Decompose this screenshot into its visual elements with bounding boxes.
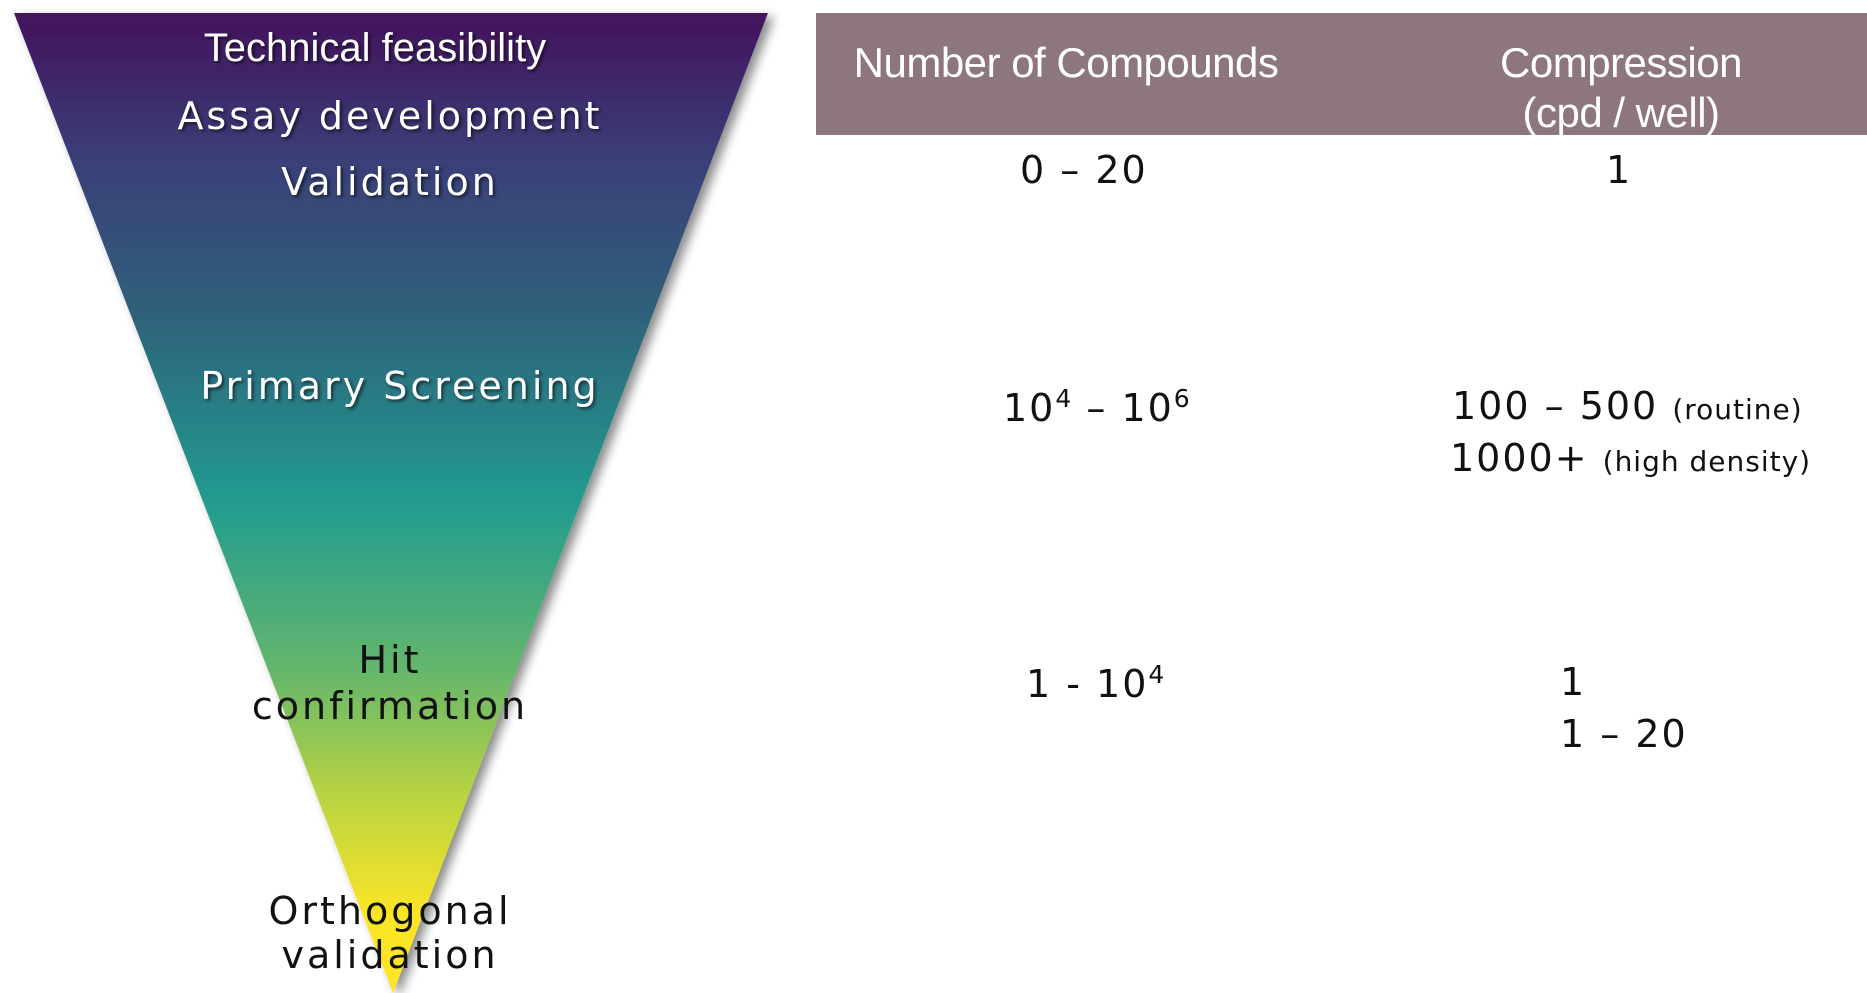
stage-hit-confirmation: Hit confirmation [200, 638, 580, 729]
hit-compounds-prefix: 1 - [1026, 662, 1097, 706]
primary-high-note: (high density) [1602, 445, 1812, 478]
primary-routine-value: 100 – 500 [1452, 384, 1659, 428]
stage-hit-confirmation-line2: confirmation [251, 683, 529, 728]
header-compression: Compression (cpd / well) [1396, 38, 1846, 138]
primary-compounds-exp1: 4 [1055, 384, 1073, 413]
hit-compounds-exp: 4 [1148, 660, 1166, 689]
primary-compounds-base1: 10 [1003, 386, 1056, 430]
primary-compounds-base2: 10 [1121, 386, 1174, 430]
stage-validation: Validation [281, 160, 499, 204]
row-hit-compounds: 1 - 104 [1026, 660, 1165, 706]
row-hit-compression-1: 1 [1560, 660, 1587, 704]
primary-compounds-exp2: 6 [1173, 384, 1191, 413]
primary-compounds-sep: – [1072, 386, 1122, 430]
header-compression-line2: (cpd / well) [1522, 89, 1720, 136]
row-primary-compounds: 104 – 106 [1003, 384, 1191, 430]
funnel-shape [14, 13, 768, 993]
stage-hit-confirmation-line1: Hit [358, 638, 422, 682]
stage-orthogonal-line2: validation [281, 932, 499, 977]
primary-routine-note: (routine) [1672, 393, 1803, 426]
header-number-of-compounds: Number of Compounds [853, 39, 1279, 86]
stage-orthogonal-validation: Orthogonal validation [190, 889, 590, 977]
row-primary-compression-high: 1000+ (high density) [1450, 436, 1811, 480]
primary-high-value: 1000+ [1450, 436, 1589, 480]
stage-assay-development: Assay development [177, 94, 603, 138]
header-compression-line1: Compression [1500, 39, 1742, 86]
stage-orthogonal-line1: Orthogonal [268, 889, 512, 933]
row-primary-compression-routine: 100 – 500 (routine) [1452, 384, 1803, 428]
stage-technical-feasibility: Technical feasibility [203, 26, 547, 70]
table-header: Number of Compounds Compression (cpd / w… [816, 13, 1867, 138]
stage-primary-screening: Primary Screening [200, 364, 600, 408]
row-validation-compounds: 0 – 20 [1020, 148, 1148, 192]
screening-funnel [14, 13, 768, 993]
hit-compounds-base: 10 [1096, 662, 1149, 706]
row-hit-compression-2: 1 – 20 [1560, 712, 1688, 756]
row-validation-compression: 1 [1606, 148, 1633, 192]
